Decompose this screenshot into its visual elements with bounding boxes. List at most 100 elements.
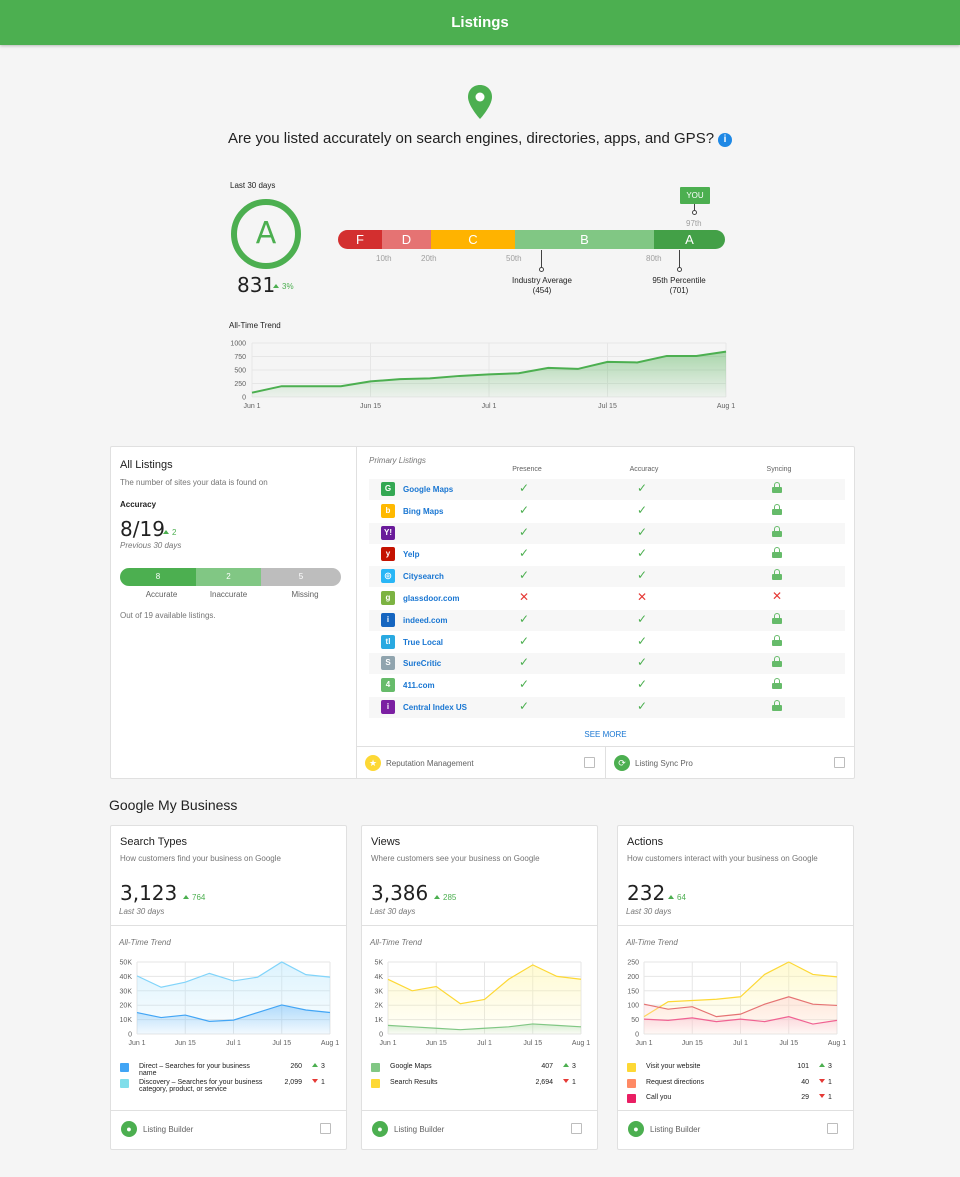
open-external-icon[interactable] <box>571 1123 582 1134</box>
open-external-icon[interactable] <box>584 757 595 768</box>
gmb-trend-title: All-Time Trend <box>119 938 171 947</box>
check-icon: ✓ <box>519 655 530 670</box>
gmb-card-title: Views <box>371 836 401 848</box>
listing-row[interactable]: 4 411.com ✓ ✓ <box>369 675 845 697</box>
y-tick-label: 10K <box>120 1017 133 1024</box>
series-area <box>644 1016 837 1034</box>
scale-d: D <box>382 230 431 249</box>
scale-b: B <box>515 230 654 249</box>
x-tick-label: Jul 1 <box>733 1040 748 1047</box>
listing-row[interactable]: g glassdoor.com ✕ ✕ ✕ <box>369 588 845 609</box>
listing-row[interactable]: Y! ✓ ✓ <box>369 522 845 544</box>
tick-50th: 50th <box>506 254 522 263</box>
listing-row[interactable]: S SureCritic ✓ ✓ <box>369 653 845 675</box>
lock-icon <box>772 503 782 517</box>
gmb-card-subtitle: How customers find your business on Goog… <box>120 854 281 863</box>
info-icon[interactable]: i <box>718 133 733 147</box>
legend-label: Request directions <box>646 1079 776 1086</box>
pct95-value: (701) <box>669 286 689 295</box>
legend-value: 40 <box>801 1078 809 1086</box>
gmb-card-change: 764 <box>183 893 205 902</box>
listing-row[interactable]: i indeed.com ✓ ✓ <box>369 609 845 631</box>
listing-name[interactable]: Yelp <box>403 550 420 560</box>
legend-change-value: 1 <box>321 1078 325 1086</box>
star-icon: ★ <box>365 755 381 771</box>
gmb-card-value: 3,123 <box>120 881 178 905</box>
legend-label-line1: Direct – Searches for your business name <box>139 1063 250 1077</box>
inaccurate-label: Inaccurate <box>209 590 248 599</box>
x-tick-label: Aug 1 <box>828 1040 846 1047</box>
check-icon: ✓ <box>519 502 530 517</box>
reputation-link[interactable]: Reputation Management <box>386 759 474 768</box>
listing-row[interactable]: i Central Index US ✓ ✓ <box>369 697 845 718</box>
see-more-link[interactable]: SEE MORE <box>584 730 627 739</box>
accuracy-bar: 8 2 5 <box>120 568 341 586</box>
listing-row[interactable]: y Yelp ✓ ✓ <box>369 544 845 566</box>
inaccurate-segment: 2 <box>196 568 261 586</box>
x-tick-label: Aug 1 <box>717 403 735 410</box>
open-external-icon[interactable] <box>834 757 845 768</box>
you-marker: YOU <box>680 187 710 204</box>
card-divider <box>362 1110 597 1111</box>
listing-name[interactable]: 411.com <box>403 681 435 691</box>
check-icon: ✓ <box>519 524 530 539</box>
listing-name[interactable]: indeed.com <box>403 615 448 625</box>
check-icon: ✓ <box>519 546 530 561</box>
legend-label-line2: category, product, or service <box>139 1085 227 1093</box>
listing-name[interactable]: Bing Maps <box>403 506 444 516</box>
series-line <box>136 961 331 988</box>
check-icon: ✓ <box>519 481 530 495</box>
accuracy-change-value: 2 <box>172 528 177 537</box>
gmb-card-title: Actions <box>627 836 664 848</box>
gmb-card-change: 64 <box>668 893 686 902</box>
legend-label: Google Maps <box>390 1063 520 1070</box>
card-divider <box>362 925 597 926</box>
listing-name[interactable]: Google Maps <box>403 485 454 494</box>
legend-label: Call you <box>646 1094 776 1101</box>
score-change-value: 3% <box>282 282 294 291</box>
listing-builder-link[interactable]: Listing Builder <box>650 1125 701 1134</box>
listing-builder-link[interactable]: Listing Builder <box>394 1125 445 1134</box>
listing-builder-link[interactable]: Listing Builder <box>143 1125 194 1134</box>
x-tick-label: Jul 15 <box>523 1040 542 1047</box>
listing-builder-icon: ● <box>628 1121 644 1137</box>
open-external-icon[interactable] <box>827 1123 838 1134</box>
scale-f: F <box>338 230 382 249</box>
lock-icon <box>772 569 782 582</box>
lock-icon <box>772 547 782 560</box>
y-tick-label: 500 <box>234 368 246 375</box>
gmb-card-period: Last 30 days <box>370 907 416 916</box>
y-tick-label: 0 <box>635 1032 639 1039</box>
industry-value: (454) <box>532 286 552 295</box>
legend-label-line1: Discovery – Searches for your business <box>139 1078 263 1086</box>
listing-row[interactable]: b Bing Maps ✓ ✓ <box>369 500 845 522</box>
series-line <box>387 964 582 1005</box>
app-header: Listings <box>0 0 960 45</box>
listing-name[interactable]: Central Index US <box>403 703 468 712</box>
listing-name[interactable]: glassdoor.com <box>403 594 460 603</box>
gmb-card-subtitle: How customers interact with your busines… <box>627 854 818 863</box>
listing-name[interactable]: SureCritic <box>403 659 442 669</box>
gmb-card-period: Last 30 days <box>626 907 672 916</box>
listings-footnote: Out of 19 available listings. <box>120 611 216 620</box>
y-tick-label: 50 <box>631 1017 639 1024</box>
listing-row[interactable]: G Google Maps ✓ ✓ <box>369 479 845 500</box>
legend-label: Visit your website <box>646 1063 776 1070</box>
gmb-card-change-value: 64 <box>677 893 686 902</box>
lock-icon <box>772 634 782 648</box>
listing-name[interactable]: Citysearch <box>403 572 444 582</box>
listing-name[interactable]: True Local <box>403 637 444 647</box>
legend-value: 101 <box>797 1063 809 1070</box>
listing-row[interactable]: ◎ Citysearch ✓ ✓ <box>369 566 845 588</box>
legend-value: 2,099 <box>284 1078 302 1086</box>
gmb-section-title: Google My Business <box>109 797 238 813</box>
footer-split <box>605 747 606 778</box>
series-line <box>643 1016 838 1025</box>
listing-row[interactable]: tl True Local ✓ ✓ <box>369 631 845 653</box>
gmb-card-change: 285 <box>434 893 456 902</box>
open-external-icon[interactable] <box>320 1123 331 1134</box>
accuracy-change: 2 <box>163 528 176 537</box>
listing-sync-link[interactable]: Listing Sync Pro <box>635 759 693 768</box>
